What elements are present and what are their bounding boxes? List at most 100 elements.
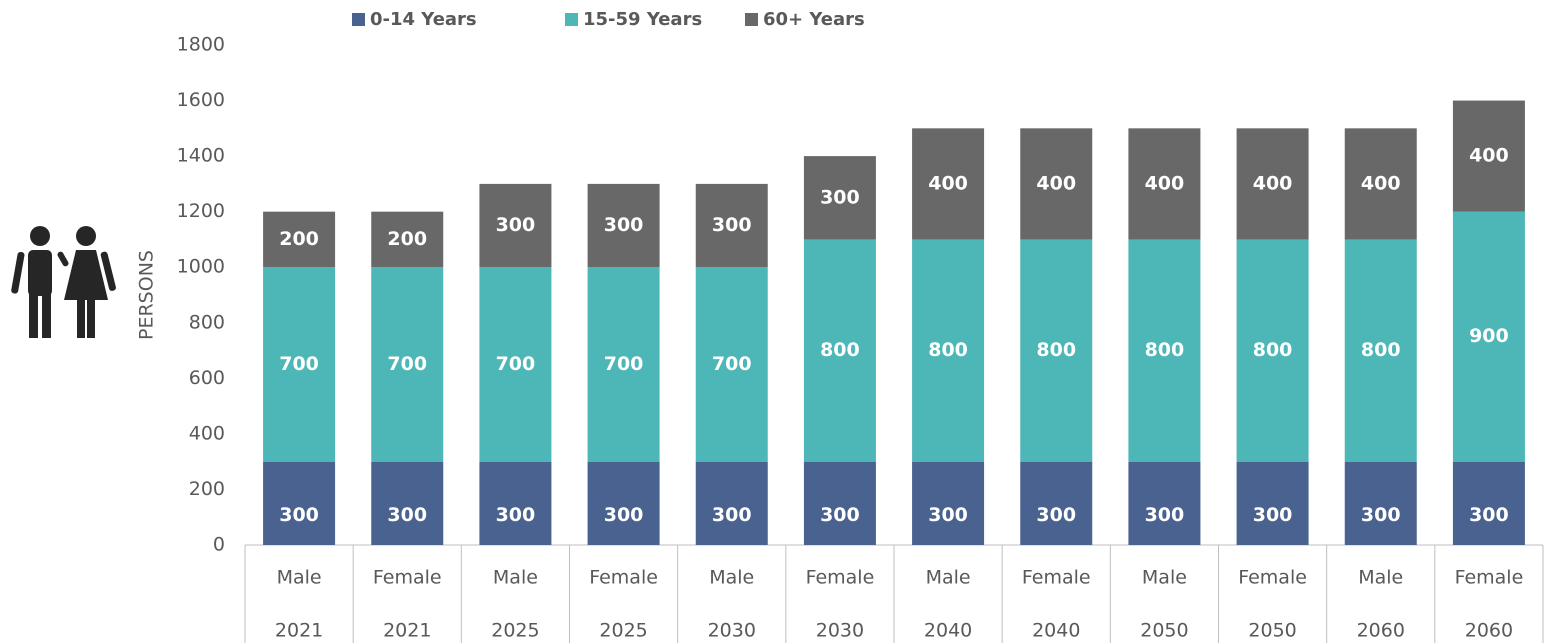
x-tick-label: Male <box>709 567 754 589</box>
bar-segment <box>1020 461 1093 545</box>
bar-segment <box>1020 128 1093 240</box>
x-tick-label: 2021 <box>275 620 323 642</box>
data-label: 300 <box>387 504 427 526</box>
bar-segment <box>1020 239 1093 462</box>
data-label: 300 <box>604 214 644 236</box>
x-tick-label: Female <box>1238 567 1307 589</box>
data-label: 300 <box>1145 504 1185 526</box>
x-tick-label: 2060 <box>1465 620 1513 642</box>
bar-segment <box>912 128 985 240</box>
bar-segment <box>479 267 552 462</box>
data-label: 300 <box>928 504 968 526</box>
data-label: 200 <box>279 228 319 250</box>
data-label: 300 <box>820 504 860 526</box>
bar-segment <box>1344 461 1417 545</box>
bar-segment <box>479 461 552 545</box>
x-tick-label: Male <box>926 567 971 589</box>
bar-segment <box>695 267 768 462</box>
y-tick-label: 0 <box>213 534 225 556</box>
axis-label: PERSONS <box>136 250 158 340</box>
data-label: 300 <box>496 504 536 526</box>
bar-segment <box>1236 239 1309 462</box>
x-tick-label: 2040 <box>1032 620 1080 642</box>
bar-segment <box>1452 211 1525 462</box>
bar-segment <box>1128 461 1201 545</box>
bar-segment <box>803 156 876 240</box>
data-label: 300 <box>496 214 536 236</box>
legend-label: 60+ Years <box>763 9 865 30</box>
x-tick-label: Female <box>806 567 875 589</box>
data-label: 900 <box>1469 325 1509 347</box>
bar-segment <box>912 461 985 545</box>
y-tick-label: 600 <box>189 367 225 389</box>
x-tick-label: Male <box>1358 567 1403 589</box>
data-label: 300 <box>1253 504 1293 526</box>
data-label: 400 <box>928 172 968 194</box>
x-tick-label: 2030 <box>816 620 864 642</box>
bar-segment <box>1452 461 1525 545</box>
data-label: 800 <box>1361 339 1401 361</box>
data-label: 800 <box>928 339 968 361</box>
data-label: 800 <box>820 339 860 361</box>
bar-segment <box>803 239 876 462</box>
x-tick-label: 2025 <box>599 620 647 642</box>
bar-segment <box>695 461 768 545</box>
x-tick-label: 2025 <box>491 620 539 642</box>
data-label: 700 <box>387 353 427 375</box>
legend-swatch <box>745 13 758 26</box>
x-tick-label: 2030 <box>708 620 756 642</box>
data-label: 400 <box>1036 172 1076 194</box>
data-label: 300 <box>712 214 752 236</box>
bar-segment <box>1452 100 1525 212</box>
x-tick-label: 2050 <box>1248 620 1296 642</box>
bar-segment <box>587 183 660 268</box>
bar-segment <box>1128 128 1201 240</box>
bar-segment <box>695 183 768 268</box>
bar-segment <box>371 461 444 545</box>
bar-segment <box>371 267 444 462</box>
x-tick-label: Male <box>277 567 322 589</box>
bar-segment <box>371 211 444 268</box>
bar-segment <box>479 183 552 268</box>
legend-label: 15-59 Years <box>583 9 702 30</box>
data-label: 700 <box>712 353 752 375</box>
bar-segment <box>263 461 336 545</box>
bar-segment <box>912 239 985 462</box>
y-tick-label: 1000 <box>177 256 225 278</box>
data-label: 300 <box>1361 504 1401 526</box>
bar-segment <box>1128 239 1201 462</box>
data-label: 300 <box>279 504 319 526</box>
x-tick-label: Female <box>373 567 442 589</box>
data-label: 300 <box>712 504 752 526</box>
bar-segment <box>803 461 876 545</box>
data-label: 200 <box>387 228 427 250</box>
data-label: 700 <box>279 353 319 375</box>
data-label: 300 <box>1036 504 1076 526</box>
data-label: 400 <box>1361 172 1401 194</box>
data-label: 400 <box>1469 145 1509 167</box>
data-label: 400 <box>1145 172 1185 194</box>
legend-swatch <box>565 13 578 26</box>
x-tick-label: 2040 <box>924 620 972 642</box>
bar-segment <box>1236 128 1309 240</box>
data-label: 800 <box>1036 339 1076 361</box>
legend-label: 0-14 Years <box>370 9 477 30</box>
y-tick-label: 200 <box>189 478 225 500</box>
x-tick-label: Female <box>1022 567 1091 589</box>
bar-segment <box>1344 239 1417 462</box>
bar-segment <box>1344 128 1417 240</box>
y-tick-label: 1400 <box>177 145 225 167</box>
bar-segment <box>587 267 660 462</box>
x-tick-label: Male <box>493 567 538 589</box>
data-label: 700 <box>604 353 644 375</box>
y-tick-label: 400 <box>189 422 225 444</box>
bar-segment <box>263 267 336 462</box>
bar-segment <box>263 211 336 268</box>
legend-swatch <box>352 13 365 26</box>
data-label: 700 <box>496 353 536 375</box>
bar-segment <box>587 461 660 545</box>
y-tick-label: 800 <box>189 311 225 333</box>
data-label: 400 <box>1253 172 1293 194</box>
y-tick-label: 1200 <box>177 200 225 222</box>
x-tick-label: 2060 <box>1357 620 1405 642</box>
